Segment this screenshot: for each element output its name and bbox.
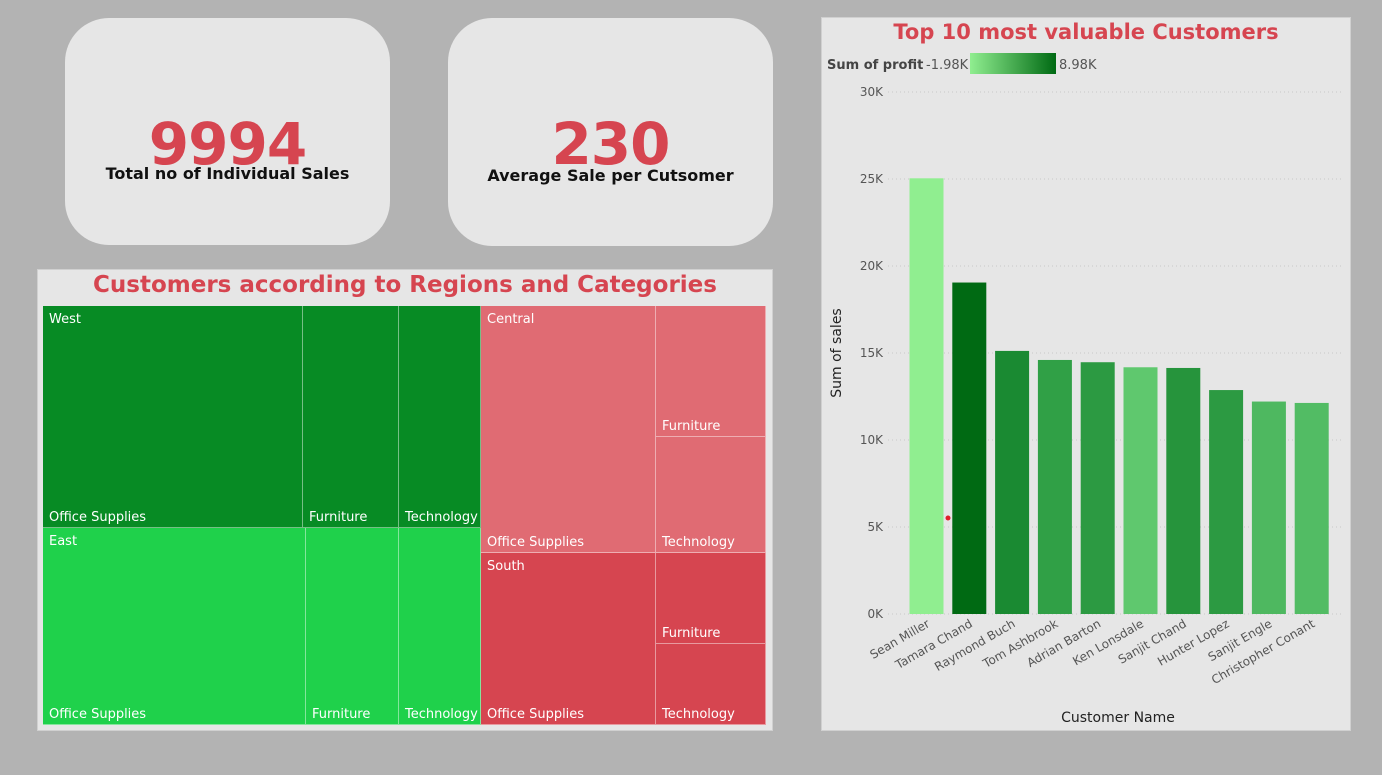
bar[interactable] [1037, 359, 1072, 614]
bar[interactable] [1209, 390, 1244, 614]
y-tick-label: 30K [860, 85, 884, 99]
bar[interactable] [1166, 367, 1201, 614]
treemap-cell-east-technology[interactable]: Technology [399, 528, 481, 725]
bar[interactable] [909, 178, 944, 614]
bar-chart: Sum of profit -1.98K 8.98K 0K 5K 10K 15K 20K… [827, 53, 1342, 726]
treemap-cell-central-office-supplies[interactable]: Central Office Supplies [481, 306, 656, 553]
y-tick-label: 15K [860, 346, 884, 360]
treemap-cell-west-office-supplies[interactable]: West Office Supplies [43, 306, 303, 528]
treemap-category-label: Technology [405, 510, 478, 525]
marker-dot [945, 515, 951, 521]
bar[interactable] [1123, 367, 1158, 614]
treemap-region-label-central: Central [487, 312, 535, 327]
bar[interactable] [952, 282, 987, 614]
y-tick-label: 25K [860, 172, 884, 186]
treemap-category-label: Furniture [309, 510, 368, 525]
bar[interactable] [995, 350, 1030, 614]
treemap-title: Customers according to Regions and Categ… [93, 272, 717, 298]
treemap-cell-west-furniture[interactable]: Furniture [303, 306, 399, 528]
kpi-value-total-sales: 9994 [148, 110, 307, 178]
treemap-cell-south-furniture[interactable]: Furniture [656, 553, 766, 644]
y-axis: 0K 5K 10K 15K 20K 25K 30K [860, 85, 884, 621]
treemap-cell-south-technology[interactable]: Technology [656, 644, 766, 725]
bar-chart-panel: Top 10 most valuable Customers Sum of pr… [821, 17, 1351, 731]
treemap-category-label: Office Supplies [49, 707, 147, 722]
y-tick-label: 10K [860, 433, 884, 447]
treemap-region-label-south: South [487, 559, 525, 574]
bar[interactable] [1080, 362, 1115, 614]
y-tick-label: 20K [860, 259, 884, 273]
kpi-value-average-sale: 230 [551, 110, 670, 178]
treemap-category-label: Office Supplies [49, 510, 147, 525]
y-tick-label: 5K [867, 520, 884, 534]
treemap-category-label: Furniture [312, 707, 371, 722]
treemap-panel: Customers according to Regions and Categ… [37, 269, 773, 731]
bar-chart-title: Top 10 most valuable Customers [893, 20, 1279, 44]
kpi-card-total-sales: 9994 Total no of Individual Sales [65, 18, 390, 245]
kpi-label-average-sale: Average Sale per Cutsomer [487, 166, 734, 185]
treemap-cell-central-technology[interactable]: Technology [656, 437, 766, 553]
y-tick-label: 0K [867, 607, 884, 621]
kpi-card-average-sale: 230 Average Sale per Cutsomer [448, 18, 773, 246]
treemap-category-label: Technology [662, 535, 735, 550]
treemap: West Office Supplies Furniture Technolog… [43, 306, 766, 725]
legend-gradient [970, 53, 1056, 74]
treemap-region-label-east: East [49, 534, 78, 549]
treemap-category-label: Office Supplies [487, 535, 585, 550]
x-axis-title: Customer Name [1061, 710, 1175, 726]
treemap-cell-central-furniture[interactable]: Furniture [656, 306, 766, 437]
legend-title: Sum of profit [827, 58, 923, 73]
legend-min-label: -1.98K [926, 58, 969, 73]
bars [909, 178, 1329, 614]
bar[interactable] [1294, 402, 1329, 614]
kpi-label-total-sales: Total no of Individual Sales [105, 164, 350, 183]
treemap-cell-east-office-supplies[interactable]: East Office Supplies [43, 528, 306, 725]
legend-max-label: 8.98K [1059, 58, 1097, 73]
treemap-cell-east-furniture[interactable]: Furniture [306, 528, 399, 725]
treemap-category-label: Technology [405, 707, 478, 722]
treemap-category-label: Office Supplies [487, 707, 585, 722]
treemap-category-label: Furniture [662, 626, 721, 641]
bar[interactable] [1251, 401, 1286, 614]
treemap-category-label: Technology [662, 707, 735, 722]
treemap-cell-south-office-supplies[interactable]: South Office Supplies [481, 553, 656, 725]
treemap-category-label: Furniture [662, 419, 721, 434]
treemap-region-label-west: West [49, 312, 81, 327]
y-axis-title: Sum of sales [829, 308, 845, 397]
treemap-cell-west-technology[interactable]: Technology [399, 306, 481, 528]
